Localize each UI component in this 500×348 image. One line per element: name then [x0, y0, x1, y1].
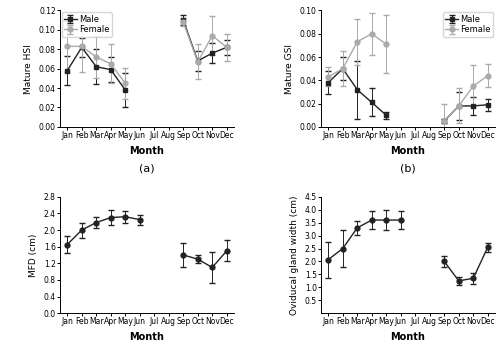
Y-axis label: Mature HSI: Mature HSI	[24, 44, 34, 94]
Y-axis label: MFD (cm): MFD (cm)	[29, 233, 38, 277]
Y-axis label: Mature GSI: Mature GSI	[286, 44, 294, 94]
Text: (a): (a)	[139, 163, 155, 173]
Legend: Male, Female: Male, Female	[443, 12, 494, 37]
X-axis label: Month: Month	[390, 332, 426, 342]
Y-axis label: Oviducal gland width (cm): Oviducal gland width (cm)	[290, 195, 299, 315]
Text: (b): (b)	[400, 163, 416, 173]
Legend: Male, Female: Male, Female	[62, 12, 112, 37]
X-axis label: Month: Month	[130, 332, 164, 342]
X-axis label: Month: Month	[130, 145, 164, 156]
X-axis label: Month: Month	[390, 145, 426, 156]
